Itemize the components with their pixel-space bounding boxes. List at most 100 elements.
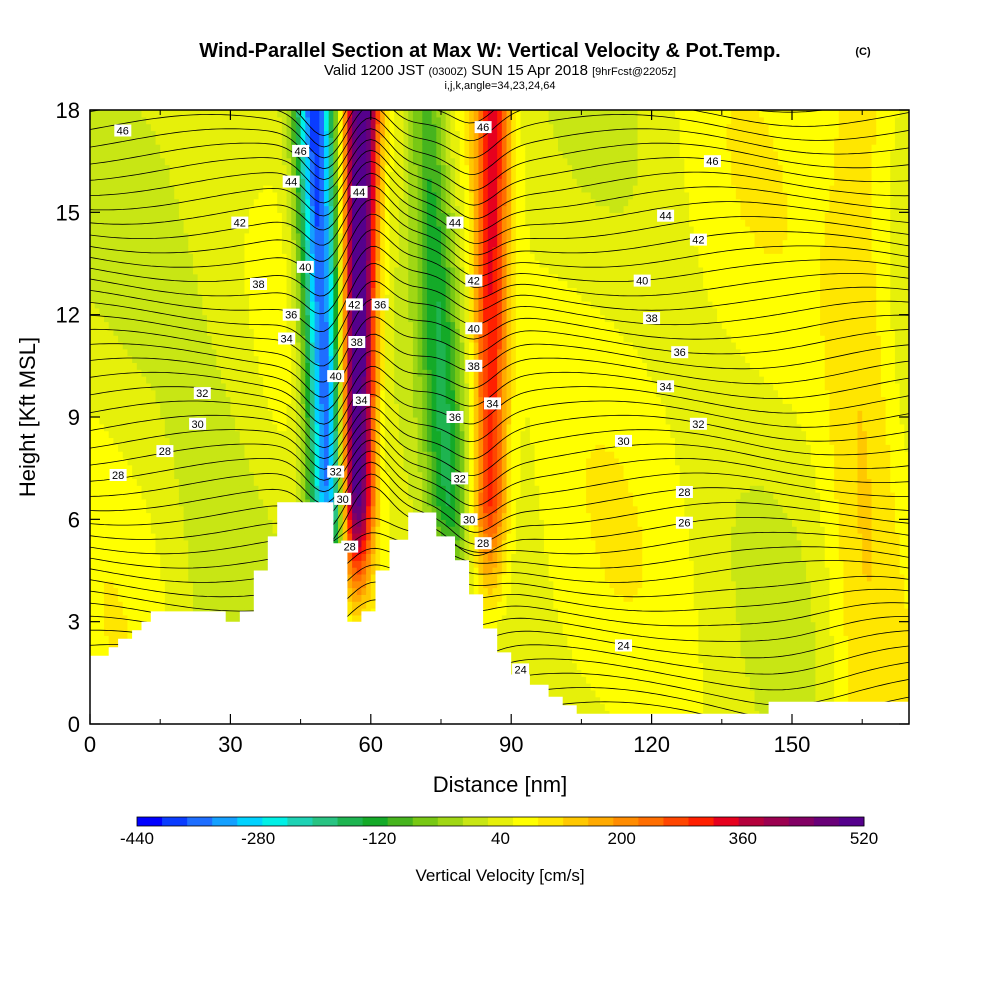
velocity-cell <box>113 621 119 630</box>
velocity-cell <box>127 608 133 616</box>
velocity-cell <box>235 328 241 336</box>
velocity-cell <box>150 266 157 275</box>
velocity-cell <box>258 444 264 452</box>
velocity-cell <box>300 355 306 364</box>
velocity-cell <box>281 341 288 350</box>
velocity-cell <box>122 403 129 411</box>
velocity-cell <box>249 266 255 275</box>
velocity-cell <box>230 457 236 466</box>
velocity-cell <box>225 451 231 459</box>
velocity-cell <box>309 457 316 466</box>
velocity-cell <box>127 328 133 336</box>
velocity-cell <box>122 485 129 493</box>
velocity-cell <box>277 225 283 234</box>
velocity-cell <box>169 205 175 213</box>
velocity-cell <box>211 225 217 234</box>
velocity-cell <box>169 567 175 575</box>
velocity-cell <box>94 185 100 193</box>
velocity-cell <box>183 492 189 500</box>
velocity-cell <box>249 273 255 282</box>
velocity-cell <box>272 198 278 207</box>
velocity-cell <box>221 225 227 234</box>
velocity-cell <box>291 423 297 432</box>
velocity-cell <box>305 171 311 179</box>
velocity-cell <box>99 164 105 172</box>
velocity-cell <box>136 492 143 500</box>
velocity-cell <box>221 437 227 445</box>
velocity-cell <box>333 485 339 493</box>
velocity-cell <box>300 444 306 452</box>
velocity-cell <box>178 362 185 370</box>
velocity-cell <box>202 348 208 357</box>
velocity-cell <box>108 335 114 343</box>
velocity-cell <box>197 403 203 411</box>
velocity-cell <box>277 280 283 288</box>
velocity-cell <box>192 246 199 254</box>
velocity-cell <box>253 382 260 391</box>
velocity-cell <box>118 110 124 118</box>
velocity-cell <box>216 198 222 207</box>
velocity-cell <box>183 116 189 125</box>
velocity-cell <box>277 403 283 411</box>
velocity-cell <box>122 335 129 343</box>
velocity-cell <box>300 341 306 350</box>
velocity-cell <box>90 608 96 616</box>
velocity-cell <box>286 464 292 473</box>
velocity-cell <box>118 526 124 534</box>
velocity-cell <box>272 301 278 309</box>
velocity-cell <box>127 335 133 343</box>
velocity-cell <box>178 594 185 602</box>
velocity-cell <box>104 171 110 179</box>
velocity-cell <box>324 225 330 234</box>
velocity-cell <box>249 335 255 343</box>
velocity-cell <box>136 157 143 166</box>
velocity-cell <box>136 485 143 493</box>
velocity-cell <box>108 116 114 125</box>
velocity-cell <box>221 512 227 520</box>
velocity-cell <box>263 464 269 473</box>
velocity-cell <box>319 430 325 439</box>
velocity-cell <box>249 212 255 220</box>
velocity-cell <box>113 266 119 275</box>
velocity-cell <box>188 430 194 439</box>
velocity-cell <box>150 478 157 486</box>
velocity-cell <box>174 553 180 561</box>
velocity-cell <box>207 328 213 336</box>
velocity-cell <box>249 430 255 439</box>
velocity-cell <box>169 266 175 275</box>
velocity-cell <box>342 137 348 145</box>
velocity-cell <box>99 376 105 384</box>
velocity-cell <box>155 471 161 479</box>
velocity-cell <box>146 212 152 220</box>
velocity-cell <box>178 260 185 268</box>
velocity-cell <box>249 157 255 166</box>
velocity-cell <box>94 512 100 520</box>
velocity-cell <box>160 219 166 227</box>
velocity-cell <box>94 628 100 636</box>
velocity-cell <box>113 205 119 213</box>
velocity-cell <box>108 519 114 527</box>
velocity-cell <box>146 485 152 493</box>
velocity-cell <box>169 171 175 179</box>
velocity-cell <box>221 321 227 329</box>
velocity-cell <box>118 150 124 159</box>
velocity-cell <box>146 294 152 302</box>
velocity-cell <box>136 362 143 370</box>
velocity-cell <box>230 164 236 172</box>
velocity-cell <box>174 116 180 125</box>
velocity-cell <box>291 464 297 473</box>
velocity-cell <box>160 410 166 418</box>
velocity-cell <box>169 116 175 125</box>
velocity-cell <box>267 253 274 261</box>
velocity-cell <box>160 301 166 309</box>
velocity-cell <box>164 110 171 118</box>
velocity-cell <box>221 212 227 220</box>
velocity-cell <box>127 573 133 582</box>
velocity-cell <box>244 266 250 275</box>
velocity-cell <box>281 212 288 220</box>
velocity-cell <box>225 580 231 589</box>
velocity-cell <box>136 301 143 309</box>
velocity-cell <box>169 321 175 329</box>
velocity-cell <box>183 335 189 343</box>
velocity-cell <box>178 110 185 118</box>
